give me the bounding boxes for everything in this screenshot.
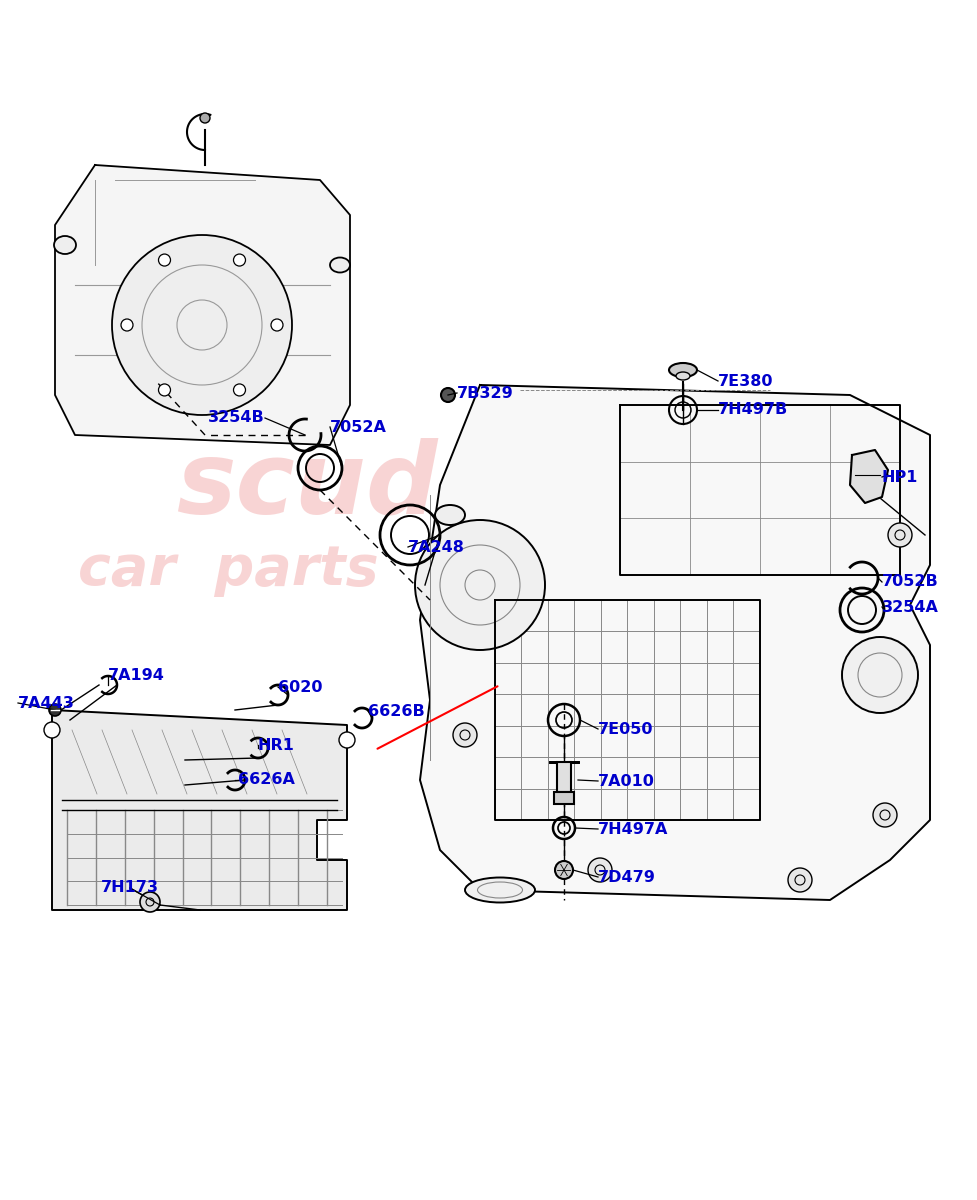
Text: 7052A: 7052A bbox=[330, 420, 387, 434]
Polygon shape bbox=[420, 385, 930, 900]
Text: 7A248: 7A248 bbox=[408, 540, 465, 554]
Circle shape bbox=[339, 732, 355, 748]
Ellipse shape bbox=[465, 877, 535, 902]
Circle shape bbox=[441, 388, 455, 402]
Circle shape bbox=[140, 892, 160, 912]
Text: 7H173: 7H173 bbox=[101, 881, 159, 895]
Ellipse shape bbox=[676, 372, 690, 380]
Ellipse shape bbox=[54, 236, 76, 254]
Text: HR1: HR1 bbox=[258, 738, 295, 752]
Text: 7A010: 7A010 bbox=[598, 774, 655, 788]
Text: 6020: 6020 bbox=[278, 679, 322, 695]
Polygon shape bbox=[850, 450, 888, 503]
Text: scuderia: scuderia bbox=[176, 438, 657, 534]
Text: 7A194: 7A194 bbox=[108, 668, 165, 684]
Text: 7E050: 7E050 bbox=[598, 721, 654, 737]
Circle shape bbox=[555, 862, 573, 878]
Circle shape bbox=[415, 520, 545, 650]
Circle shape bbox=[588, 858, 612, 882]
Text: 7H497A: 7H497A bbox=[598, 822, 668, 836]
Circle shape bbox=[888, 523, 912, 547]
Circle shape bbox=[873, 803, 897, 827]
Text: 7E380: 7E380 bbox=[718, 373, 774, 389]
Circle shape bbox=[234, 384, 245, 396]
FancyBboxPatch shape bbox=[554, 792, 574, 804]
Text: 7A443: 7A443 bbox=[18, 696, 75, 710]
Text: car  parts: car parts bbox=[78, 542, 379, 596]
Text: 6626A: 6626A bbox=[238, 773, 295, 787]
Circle shape bbox=[158, 254, 171, 266]
Text: HP1: HP1 bbox=[882, 469, 918, 485]
Circle shape bbox=[49, 704, 61, 716]
Text: 7H497B: 7H497B bbox=[718, 402, 788, 418]
Circle shape bbox=[121, 319, 133, 331]
Polygon shape bbox=[55, 164, 350, 445]
Text: 3254B: 3254B bbox=[208, 410, 265, 426]
Circle shape bbox=[234, 254, 245, 266]
Polygon shape bbox=[52, 710, 347, 910]
Text: 7B329: 7B329 bbox=[457, 385, 514, 401]
Text: 3254A: 3254A bbox=[882, 600, 939, 614]
Circle shape bbox=[112, 235, 292, 415]
Circle shape bbox=[44, 722, 60, 738]
Ellipse shape bbox=[330, 258, 350, 272]
Circle shape bbox=[842, 637, 918, 713]
Circle shape bbox=[788, 868, 812, 892]
FancyBboxPatch shape bbox=[557, 762, 571, 792]
Ellipse shape bbox=[669, 362, 697, 377]
Circle shape bbox=[453, 722, 477, 746]
Text: 7052B: 7052B bbox=[882, 575, 939, 589]
Circle shape bbox=[158, 384, 171, 396]
Text: 7D479: 7D479 bbox=[598, 870, 656, 884]
Ellipse shape bbox=[435, 505, 465, 526]
Circle shape bbox=[200, 113, 210, 122]
Circle shape bbox=[271, 319, 283, 331]
Text: 6626B: 6626B bbox=[368, 703, 425, 719]
